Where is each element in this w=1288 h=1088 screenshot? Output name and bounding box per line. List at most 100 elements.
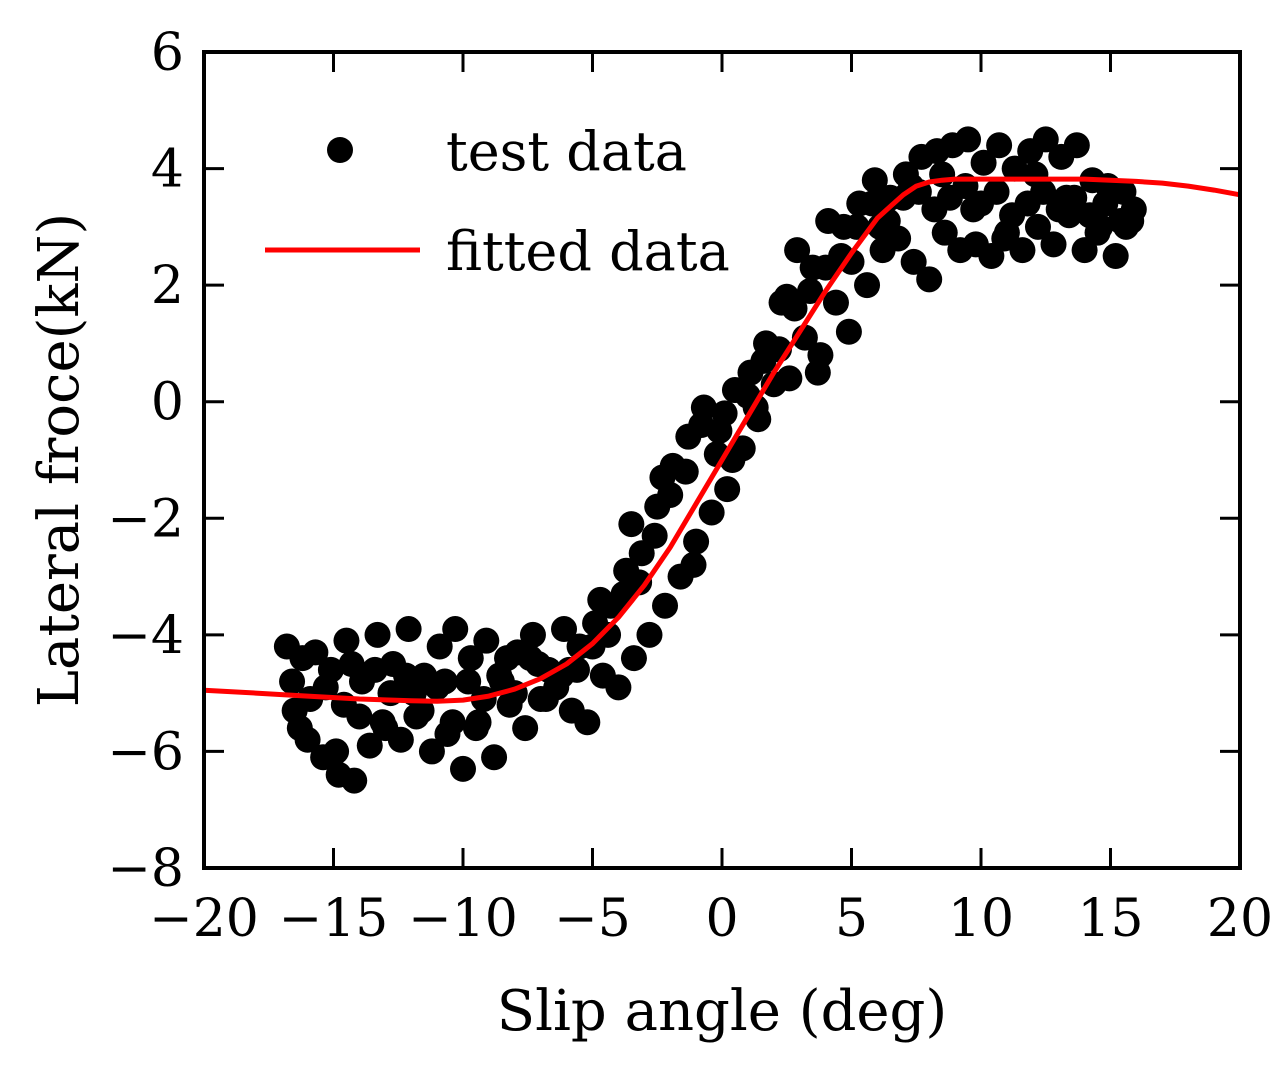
scatter-point bbox=[532, 685, 559, 712]
scatter-point bbox=[711, 400, 738, 427]
scatter-point bbox=[960, 196, 987, 223]
scatter-point bbox=[356, 732, 383, 759]
scatter-point bbox=[512, 715, 539, 742]
scatter-point bbox=[776, 365, 803, 392]
x-tick-label: 15 bbox=[1077, 889, 1143, 949]
scatter-point bbox=[900, 248, 927, 275]
y-tick-label: −2 bbox=[107, 489, 184, 549]
scatter-point bbox=[1022, 161, 1049, 188]
scatter-point bbox=[333, 627, 360, 654]
scatter-point bbox=[859, 190, 886, 217]
scatter-point bbox=[462, 715, 489, 742]
scatter-point bbox=[605, 674, 632, 701]
x-tick-label: −10 bbox=[408, 889, 518, 949]
x-tick-label: 20 bbox=[1207, 889, 1273, 949]
scatter-point bbox=[955, 126, 982, 153]
scatter-point bbox=[341, 767, 368, 794]
x-axis-label: Slip angle (deg) bbox=[497, 979, 948, 1044]
legend: test data fitted data bbox=[265, 120, 730, 283]
scatter-point bbox=[931, 219, 958, 246]
scatter-point bbox=[835, 318, 862, 345]
scatter-point bbox=[649, 464, 676, 491]
scatter-point bbox=[455, 668, 482, 695]
scatter-point bbox=[494, 645, 521, 672]
line-series-fitted-data bbox=[203, 176, 1241, 704]
scatter-point bbox=[525, 651, 552, 677]
scatter-point bbox=[991, 225, 1018, 252]
scatter-point bbox=[1032, 126, 1059, 153]
scatter-point bbox=[688, 412, 715, 439]
scatter-point bbox=[672, 458, 699, 485]
y-tick-label: 2 bbox=[151, 256, 184, 316]
scatter-point bbox=[556, 656, 583, 683]
scatter-point bbox=[387, 726, 414, 753]
legend-label-test-data: test data bbox=[446, 120, 687, 183]
scatter-point bbox=[680, 551, 707, 578]
scatter-point bbox=[1084, 219, 1111, 246]
y-tick-label: −4 bbox=[107, 606, 184, 666]
scatter-point bbox=[1092, 190, 1119, 217]
scatter-point bbox=[279, 668, 306, 695]
x-tick-label: 5 bbox=[835, 889, 868, 949]
scatter-point bbox=[797, 277, 824, 304]
scatter-point bbox=[983, 178, 1010, 205]
scatter-point bbox=[369, 709, 396, 736]
scatter-point bbox=[302, 639, 329, 666]
scatter-point bbox=[431, 668, 458, 695]
scatter-point bbox=[338, 651, 365, 677]
y-tick-label: 4 bbox=[151, 140, 184, 200]
x-tick-label: 0 bbox=[705, 889, 738, 949]
scatter-point bbox=[641, 522, 668, 549]
y-tick-label: 0 bbox=[151, 373, 184, 433]
scatter-point bbox=[986, 132, 1013, 159]
scatter-point bbox=[620, 645, 647, 672]
x-tick-label: 10 bbox=[948, 889, 1014, 949]
scatter-point bbox=[426, 633, 453, 660]
scatter-point bbox=[683, 528, 710, 555]
scatter-point bbox=[714, 476, 741, 503]
scatter-point bbox=[312, 674, 339, 701]
scatter-point bbox=[1001, 155, 1028, 182]
scatter-point bbox=[652, 592, 679, 619]
legend-marker-test-data bbox=[327, 137, 353, 163]
scatter-point bbox=[1053, 184, 1080, 211]
scatter-point bbox=[361, 656, 388, 683]
y-axis-label: Lateral froce(kN) bbox=[27, 213, 92, 707]
scatter-point bbox=[587, 586, 614, 613]
legend-label-fitted-data: fitted data bbox=[446, 220, 730, 283]
scatter-point bbox=[970, 149, 997, 176]
scatter-point bbox=[323, 738, 350, 765]
scatter-point bbox=[364, 621, 391, 648]
scatter-point bbox=[442, 616, 469, 643]
scatter-point bbox=[286, 715, 313, 742]
plot-frame bbox=[202, 50, 1242, 870]
scatter-point bbox=[439, 709, 466, 736]
scatter-point bbox=[519, 621, 546, 648]
scatter-point bbox=[595, 621, 622, 648]
scatter-point bbox=[346, 703, 373, 730]
x-tick-label: −15 bbox=[279, 889, 389, 949]
scatter-point bbox=[574, 709, 601, 736]
scatter-point bbox=[861, 167, 888, 194]
fitted-line bbox=[203, 176, 1241, 704]
scatter-point bbox=[418, 738, 445, 765]
scatter-point bbox=[457, 645, 484, 672]
scatter-point bbox=[481, 744, 508, 771]
scatter-point bbox=[1102, 243, 1129, 269]
scatter-point bbox=[1113, 213, 1140, 240]
y-tick-label: 6 bbox=[151, 23, 184, 83]
scatter-point bbox=[854, 272, 881, 299]
y-tick-label: −6 bbox=[107, 722, 184, 782]
scatter-point bbox=[916, 266, 943, 293]
scatter-point bbox=[450, 755, 476, 782]
scatter-point bbox=[636, 621, 663, 648]
scatter-series-test-data bbox=[273, 126, 1147, 794]
scatter-point bbox=[1040, 231, 1067, 258]
scatter-point bbox=[473, 627, 500, 654]
x-tick-label: −20 bbox=[149, 889, 259, 949]
scatter-point bbox=[784, 237, 811, 264]
scatter-point bbox=[1024, 213, 1051, 240]
y-tick-label: −8 bbox=[107, 839, 184, 899]
